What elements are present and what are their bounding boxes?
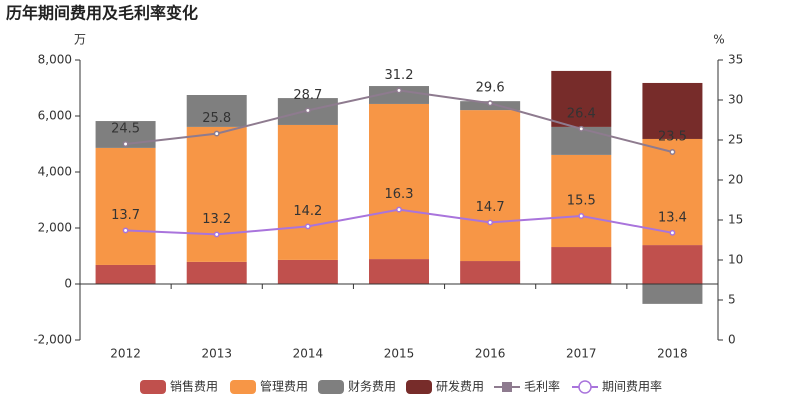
line-point <box>669 229 676 236</box>
line-point <box>304 223 311 230</box>
value-label: 31.2 <box>385 68 414 83</box>
bar <box>369 86 429 104</box>
bar <box>642 82 703 139</box>
y-tick-label: 4,000 <box>38 165 72 179</box>
y2-axis-unit: % <box>713 33 724 47</box>
legend-marker <box>578 380 592 394</box>
bar <box>642 138 703 246</box>
y2-tick-label: 35 <box>728 53 743 67</box>
y2-tick-label: 10 <box>728 253 743 267</box>
bar <box>460 261 521 284</box>
value-label: 23.5 <box>658 130 687 145</box>
bar <box>95 264 156 284</box>
legend-label: 销售费用 <box>170 379 218 394</box>
bar <box>369 259 429 284</box>
bar <box>642 245 703 284</box>
value-label: 14.2 <box>293 204 322 219</box>
line-point <box>396 206 402 213</box>
bar <box>460 110 521 262</box>
bar <box>551 70 612 127</box>
bar <box>186 126 247 262</box>
value-label: 13.4 <box>658 210 687 225</box>
line-point <box>122 141 129 147</box>
bar <box>551 247 612 284</box>
x-tick-label: 2016 <box>475 347 506 361</box>
value-label: 15.5 <box>567 194 596 209</box>
x-tick-label: 2014 <box>293 347 324 361</box>
value-label: 13.7 <box>111 208 140 223</box>
value-label: 24.5 <box>111 122 140 137</box>
legend-label: 管理费用 <box>260 379 308 394</box>
line-point <box>396 87 402 94</box>
y-tick-label: -2,000 <box>33 333 72 347</box>
x-tick-label: 2018 <box>657 347 688 361</box>
bar <box>551 154 612 248</box>
value-label: 16.3 <box>385 187 414 202</box>
line-point <box>578 125 585 132</box>
line-point <box>213 130 220 137</box>
line-point <box>304 107 311 114</box>
value-label: 28.7 <box>293 88 322 103</box>
bar <box>186 95 247 127</box>
x-tick-label: 2015 <box>384 347 415 361</box>
bar <box>277 259 338 284</box>
legend-label: 期间费用率 <box>602 379 662 394</box>
y2-tick-label: 30 <box>728 93 743 107</box>
x-tick-label: 2012 <box>110 347 141 361</box>
legend-marker <box>502 382 512 392</box>
value-label: 13.2 <box>202 212 231 227</box>
value-label: 26.4 <box>567 106 596 121</box>
y2-tick-label: 5 <box>728 293 736 307</box>
line-point <box>578 213 585 219</box>
y2-tick-label: 20 <box>728 173 743 187</box>
y2-tick-label: 15 <box>728 213 743 227</box>
bar <box>186 261 247 284</box>
x-tick-label: 2013 <box>201 347 232 361</box>
legend-label: 财务费用 <box>348 379 396 394</box>
bar <box>642 284 703 304</box>
value-label: 14.7 <box>476 200 505 215</box>
x-tick-label: 2017 <box>566 347 597 361</box>
legend-swatch <box>140 380 166 394</box>
legend-label: 毛利率 <box>524 379 560 394</box>
bar <box>369 103 429 260</box>
line-point <box>669 149 676 155</box>
chart-title: 历年期间费用及毛利率变化 <box>6 4 198 23</box>
legend-swatch <box>318 380 344 394</box>
line-point <box>487 219 494 226</box>
y-tick-label: 0 <box>64 277 72 291</box>
legend-label: 研发费用 <box>436 379 484 394</box>
bar <box>95 147 156 265</box>
value-label: 29.6 <box>476 81 505 96</box>
line-point <box>122 227 129 234</box>
y-axis-unit: 万 <box>74 33 86 47</box>
line-point <box>487 100 494 107</box>
y2-tick-label: 25 <box>728 133 743 147</box>
y2-tick-label: 0 <box>728 333 736 347</box>
value-label: 25.8 <box>202 111 231 126</box>
y-tick-label: 8,000 <box>38 53 72 67</box>
y-tick-label: 6,000 <box>38 109 72 123</box>
bar <box>277 124 338 260</box>
line-point <box>213 231 220 238</box>
legend-swatch <box>406 380 432 394</box>
y-tick-label: 2,000 <box>38 221 72 235</box>
legend-swatch <box>230 380 256 394</box>
